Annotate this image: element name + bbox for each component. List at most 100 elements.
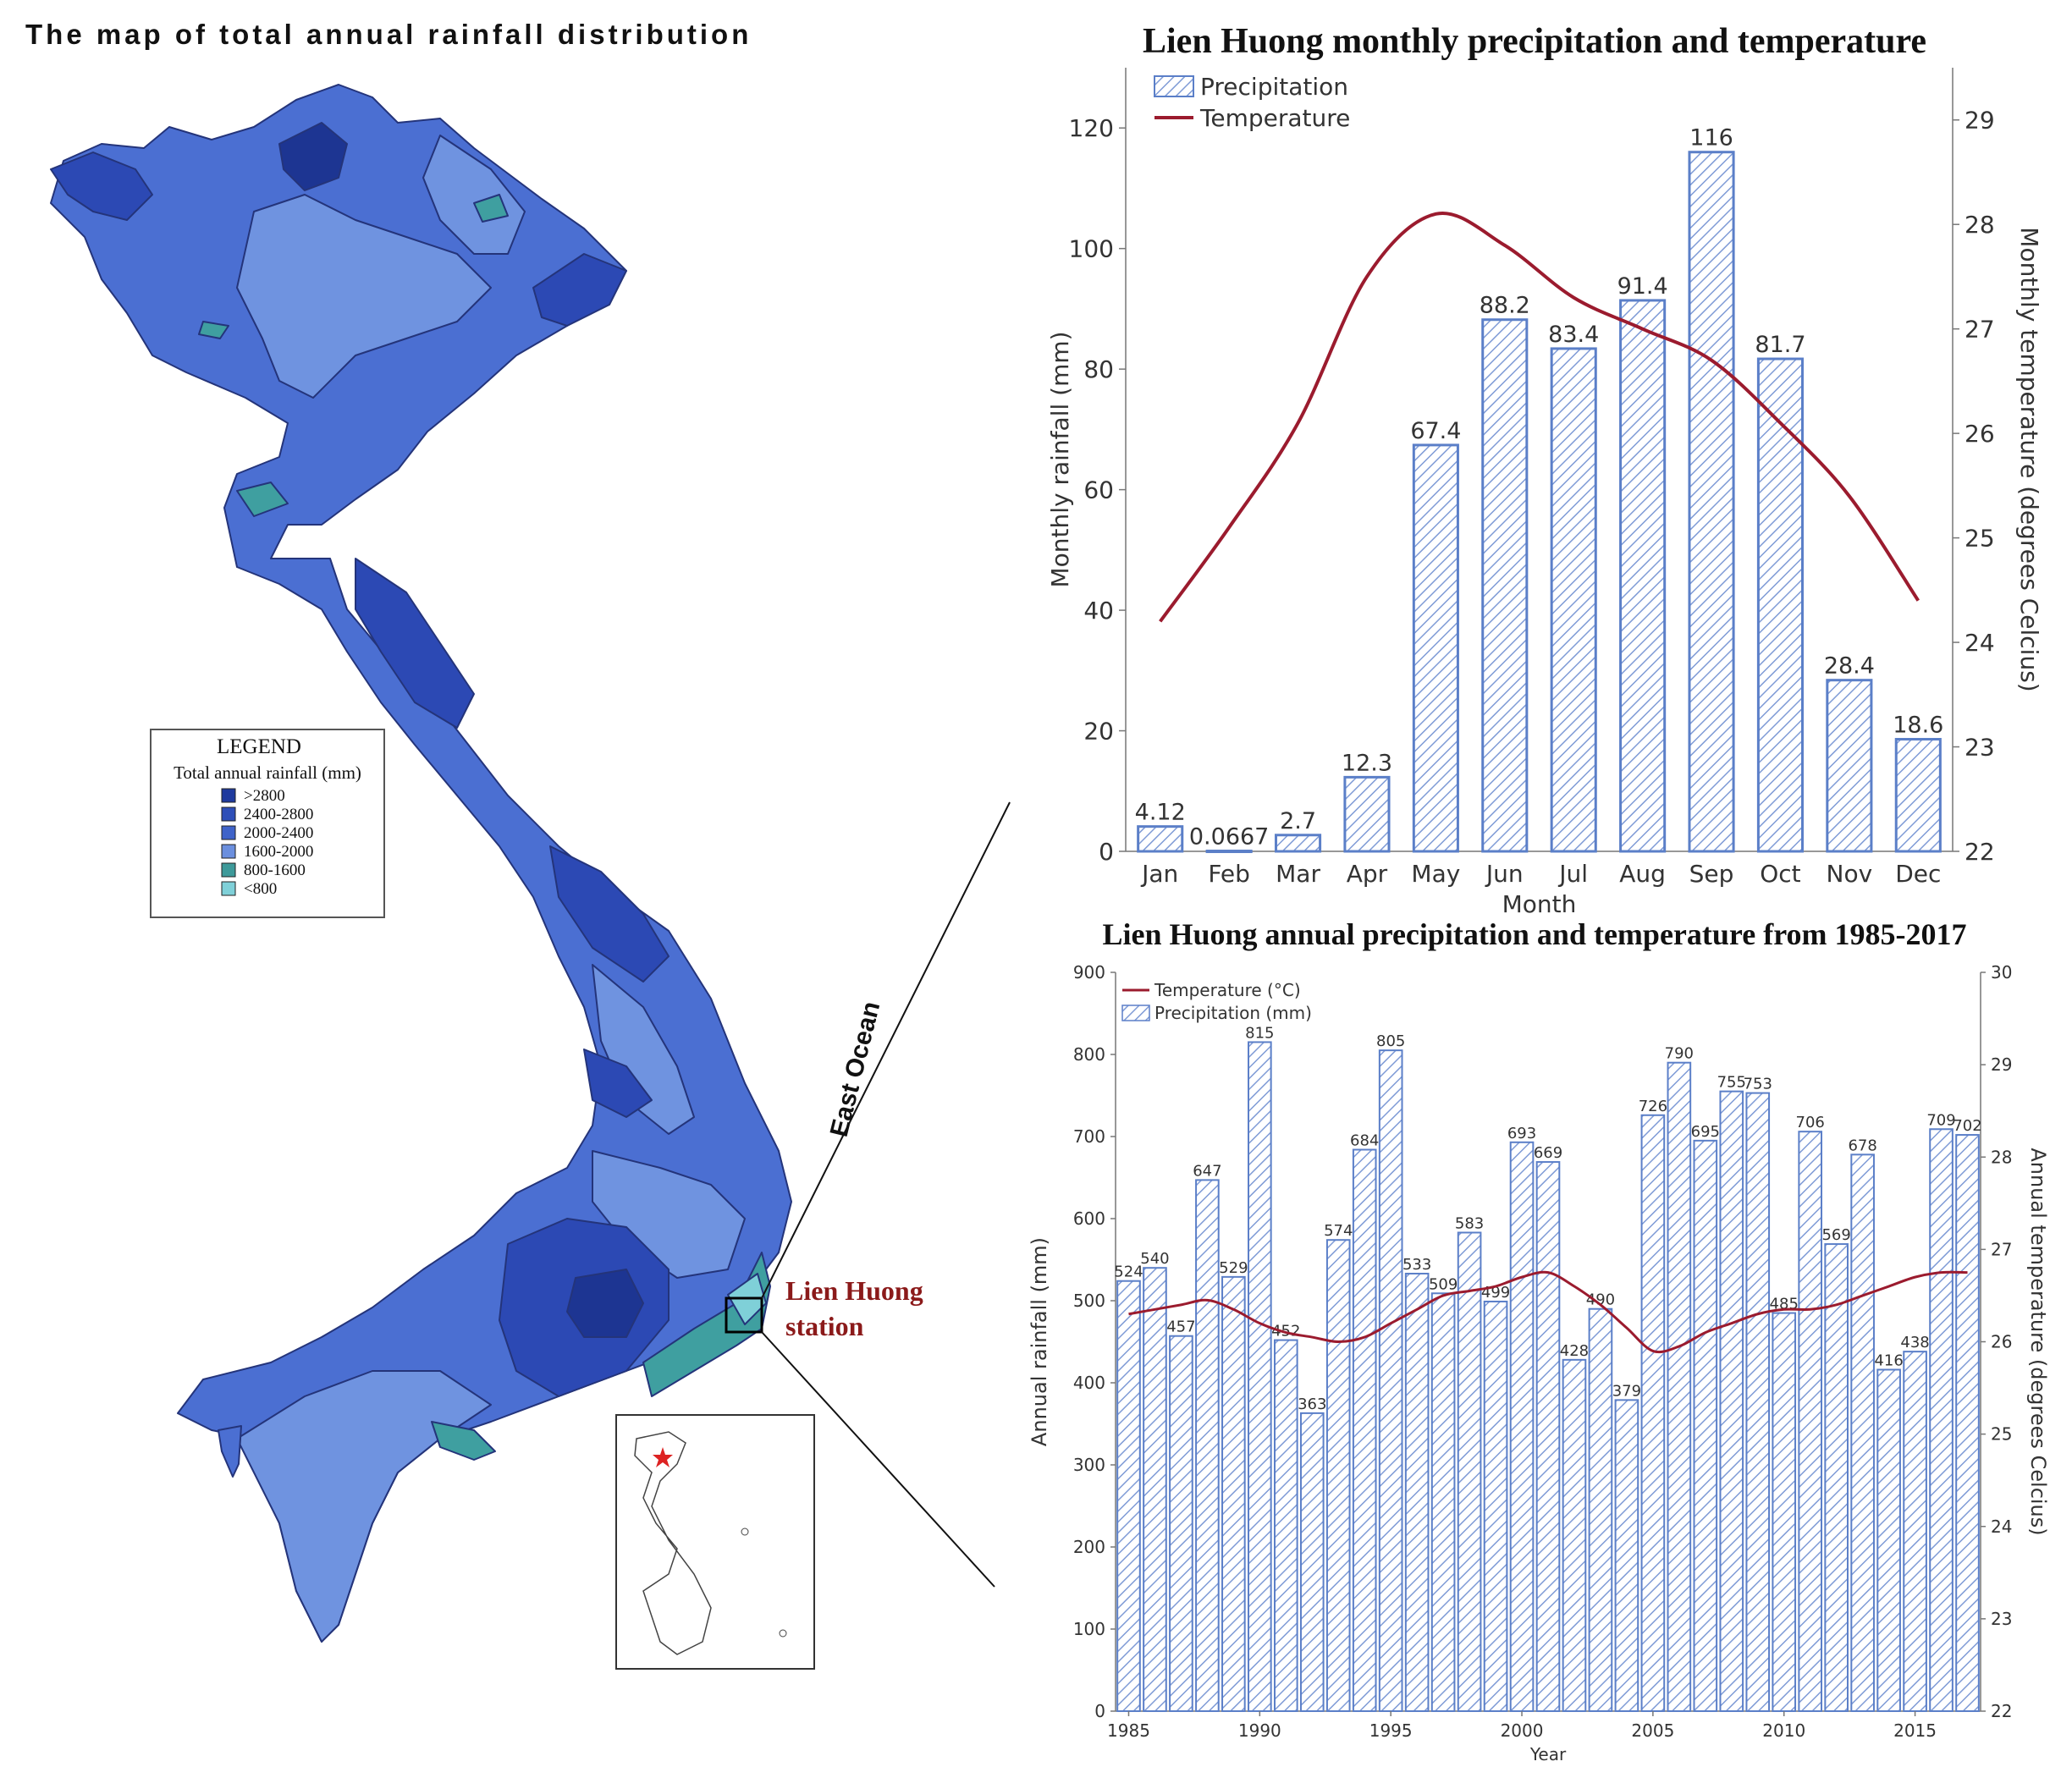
y-tick-label: 100: [1073, 1619, 1105, 1639]
y-tick-label: 200: [1073, 1537, 1105, 1557]
temperature-line: [1159, 211, 1920, 623]
legend-item-label: 1600-2000: [244, 843, 313, 861]
precipitation-bar: [1745, 1092, 1771, 1712]
y-tick-label: 60: [1083, 476, 1114, 504]
y-tick-label: 100: [1069, 235, 1114, 263]
zoom-line-lower: [761, 1331, 995, 1588]
map-region-teal-north3: [473, 194, 509, 223]
inset-frame: [615, 1414, 815, 1670]
x-tick-label: Mar: [1276, 860, 1320, 888]
monthly-chart-panel: Lien Huong monthly precipitation and tem…: [1016, 12, 2062, 918]
zoom-line-upper: [761, 801, 1011, 1299]
x-tick-label: Aug: [1619, 860, 1666, 888]
y2-tick-label: 27: [1991, 1239, 2012, 1259]
y-tick-label: 80: [1083, 355, 1114, 383]
y2-tick-label: 28: [1991, 1147, 2012, 1167]
y2-tick-label: 22: [1965, 838, 1995, 866]
precipitation-bar: [1588, 1307, 1613, 1712]
map-region-darkest-highland: [566, 1269, 644, 1338]
precipitation-bar: [1205, 850, 1253, 854]
y2-tick-label: 25: [1965, 525, 1995, 553]
y2-tick-label: 25: [1991, 1424, 2012, 1445]
inset-star-icon: [653, 1447, 673, 1467]
bar-value-label: 524: [1114, 1263, 1143, 1281]
y-tick-label: 500: [1073, 1291, 1105, 1311]
precipitation-bar: [1343, 775, 1391, 853]
bar-value-label: 4.12: [1135, 800, 1186, 826]
precipitation-bar: [1404, 1272, 1430, 1712]
bar-value-label: 805: [1376, 1032, 1405, 1050]
temperature-line: [1128, 1270, 1968, 1354]
x-tick-label: Oct: [1760, 860, 1800, 888]
precipitation-bar: [1299, 1412, 1325, 1712]
precipitation-bar: [1619, 299, 1667, 853]
map-region-light-east: [422, 135, 526, 255]
y2-tick-label: 28: [1965, 211, 1995, 239]
precipitation-bar: [1719, 1090, 1744, 1712]
y2-tick-label: 26: [1965, 420, 1995, 448]
precipitation-bar: [1274, 834, 1322, 853]
map-region-darkest-north: [278, 122, 348, 191]
legend-temperature-label: Temperature (°C): [1154, 980, 1301, 1000]
map-region-teal-north1: [236, 482, 289, 517]
y2-axis-title: Monthly temperature (degrees Celcius): [2015, 227, 2043, 691]
precipitation-bar: [1325, 1239, 1351, 1712]
bar-value-label: 88.2: [1480, 293, 1530, 319]
bar-value-label: 0.0667: [1189, 824, 1269, 850]
precipitation-bar: [1378, 1049, 1403, 1712]
legend-swatch: [221, 806, 236, 822]
bar-value-label: 726: [1639, 1098, 1667, 1115]
y2-tick-label: 24: [1965, 629, 1995, 657]
legend-swatch: [221, 881, 236, 896]
map-region-dark-north: [50, 151, 153, 221]
bar-value-label: 702: [1953, 1117, 1981, 1135]
map-region-teal-coast: [642, 1252, 771, 1397]
bar-value-label: 815: [1245, 1024, 1274, 1042]
y2-tick-label: 29: [1991, 1054, 2012, 1075]
x-tick-label: May: [1411, 860, 1460, 888]
x-axis-title: Month: [1502, 890, 1577, 918]
x-tick-label: Nov: [1827, 860, 1873, 888]
legend-swatch: [221, 788, 236, 803]
station-label-line1: Lien Huong: [785, 1275, 923, 1306]
precipitation-bar: [1195, 1179, 1220, 1713]
legend-subheading: Total annual rainfall (mm): [174, 762, 361, 783]
bar-value-label: 678: [1848, 1137, 1876, 1154]
legend-swatch: [221, 825, 236, 840]
y2-tick-label: 23: [1991, 1609, 2012, 1629]
bar-value-label: 684: [1350, 1132, 1379, 1150]
bar-value-label: 583: [1455, 1214, 1484, 1232]
precipitation-bar: [1929, 1128, 1954, 1712]
x-tick-label: Jul: [1557, 860, 1588, 888]
precipitation-bar: [1116, 1280, 1141, 1712]
bar-value-label: 363: [1298, 1395, 1326, 1413]
x-tick-label: Jan: [1140, 860, 1178, 888]
bar-value-label: 12.3: [1342, 750, 1392, 776]
y-tick-label: 900: [1073, 962, 1105, 983]
precipitation-bar: [1483, 1300, 1508, 1712]
y2-tick-label: 29: [1965, 107, 1995, 135]
annual-chart-panel: Lien Huong annual precipitation and temp…: [1016, 914, 2062, 1777]
inset-islands-icon: [741, 1528, 749, 1536]
bar-value-label: 709: [1926, 1111, 1955, 1129]
y-tick-label: 300: [1073, 1455, 1105, 1475]
x-tick-label: Jun: [1485, 860, 1524, 888]
bar-value-label: 18.6: [1893, 713, 1943, 739]
map-region-light-south: [236, 1370, 492, 1643]
legend-items: >28002400-28002000-24001600-2000800-1600…: [221, 787, 313, 898]
y2-tick-label: 27: [1965, 316, 1995, 344]
map-region-teal-north2: [198, 321, 229, 339]
y-axis-title: Monthly rainfall (mm): [1046, 331, 1074, 587]
bar-value-label: 457: [1166, 1318, 1195, 1336]
legend-precipitation-label: Precipitation (mm): [1154, 1003, 1312, 1023]
annual-chart-title: Lien Huong annual precipitation and temp…: [1102, 917, 1966, 951]
bar-value-label: 81.7: [1755, 332, 1805, 358]
y2-tick-label: 23: [1965, 734, 1995, 762]
precipitation-bar: [1693, 1139, 1718, 1712]
rainfall-map-panel: The map of total annual rainfall distrib…: [25, 19, 1011, 1670]
legend-item-label: 2000-2400: [244, 824, 313, 842]
precipitation-bar: [1412, 443, 1459, 853]
x-tick-label: 1985: [1107, 1720, 1150, 1741]
y-tick-label: 0: [1094, 1701, 1105, 1721]
map-island-phuquoc: [218, 1425, 242, 1478]
